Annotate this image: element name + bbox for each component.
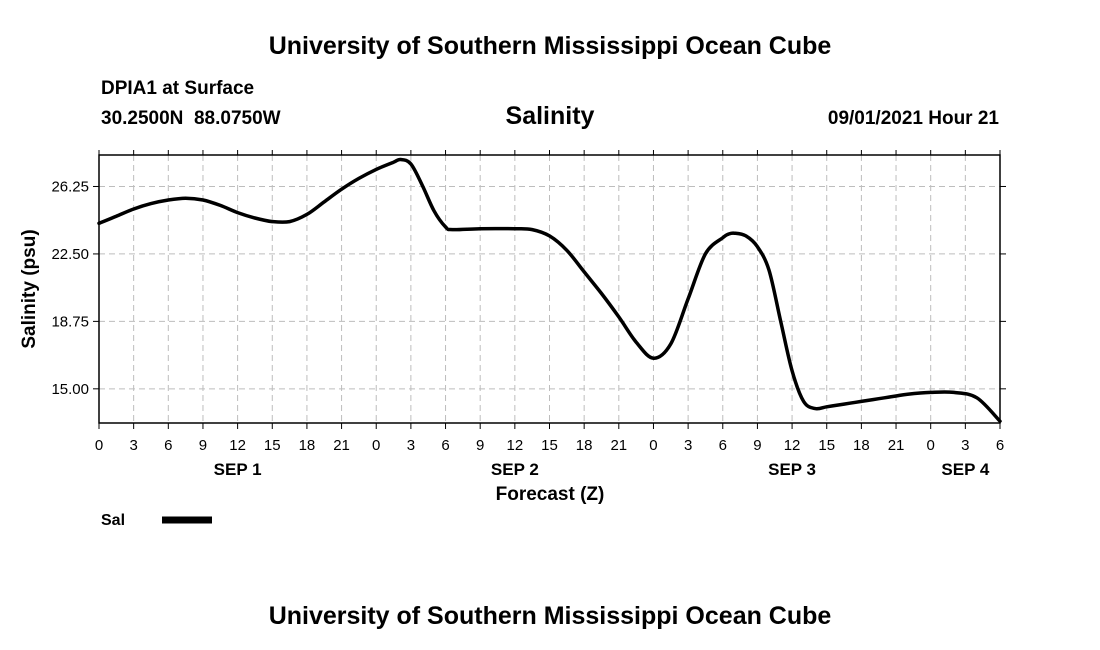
y-tick-label: 15.00: [51, 381, 89, 398]
x-tick-label: 6: [441, 437, 449, 454]
x-tick-label: 3: [407, 437, 415, 454]
x-tick-label: 0: [95, 437, 103, 454]
day-label: SEP 2: [491, 460, 539, 479]
x-tick-label: 6: [164, 437, 172, 454]
header-title: University of Southern Mississippi Ocean…: [269, 32, 832, 60]
chart-title: Salinity: [506, 102, 595, 130]
x-tick-label: 18: [299, 437, 316, 454]
plot-frame: [98, 154, 1001, 424]
x-tick-label: 15: [541, 437, 558, 454]
x-tick-label: 6: [719, 437, 727, 454]
x-tick-label: 0: [649, 437, 657, 454]
x-axis-label: Forecast (Z): [496, 484, 605, 505]
station-label: DPIA1 at Surface: [101, 78, 254, 99]
x-tick-label: 21: [888, 437, 905, 454]
x-tick-label: 3: [684, 437, 692, 454]
day-label: SEP 4: [941, 460, 989, 479]
day-labels: SEP 1 SEP 2 SEP 3 SEP 4: [214, 460, 990, 479]
x-tick-label: 0: [927, 437, 935, 454]
day-label: SEP 1: [214, 460, 262, 479]
x-tick-label: 12: [229, 437, 246, 454]
y-tick-label: 18.75: [51, 313, 89, 330]
forecast-datetime: 09/01/2021 Hour 21: [828, 108, 1000, 129]
y-axis-label: Salinity (psu): [19, 229, 40, 348]
x-tick-label: 9: [199, 437, 207, 454]
legend-label: Sal: [101, 512, 125, 529]
x-tick-label: 9: [753, 437, 761, 454]
salinity-series-line: [97, 157, 1002, 423]
x-tick-label: 12: [507, 437, 524, 454]
x-tick-labels: 0 3 6 9 12 15 18 21 0 3 6 9 12 15 18 21 0 3 6 9 12 15 18 21 0 3 6: [95, 437, 1004, 454]
y-tick-labels: 15.00 18.75 22.50 26.25: [51, 178, 89, 397]
x-tick-label: 12: [784, 437, 801, 454]
day-label: SEP 3: [768, 460, 816, 479]
footer-title: University of Southern Mississippi Ocean…: [269, 602, 832, 630]
x-tick-label: 15: [818, 437, 835, 454]
x-tick-label: 21: [610, 437, 627, 454]
x-tick-label: 0: [372, 437, 380, 454]
x-tick-label: 9: [476, 437, 484, 454]
x-tick-label: 6: [996, 437, 1004, 454]
station-coords: 30.2500N 88.0750W: [101, 108, 281, 129]
x-tick-label: 18: [576, 437, 593, 454]
x-tick-label: 18: [853, 437, 870, 454]
y-tick-label: 22.50: [51, 246, 89, 263]
axis-ticks: [93, 150, 1006, 429]
x-tick-label: 3: [129, 437, 137, 454]
x-tick-label: 15: [264, 437, 281, 454]
x-tick-label: 21: [333, 437, 350, 454]
x-tick-label: 3: [961, 437, 969, 454]
y-tick-label: 26.25: [51, 178, 89, 195]
grid-lines: [99, 155, 1000, 423]
